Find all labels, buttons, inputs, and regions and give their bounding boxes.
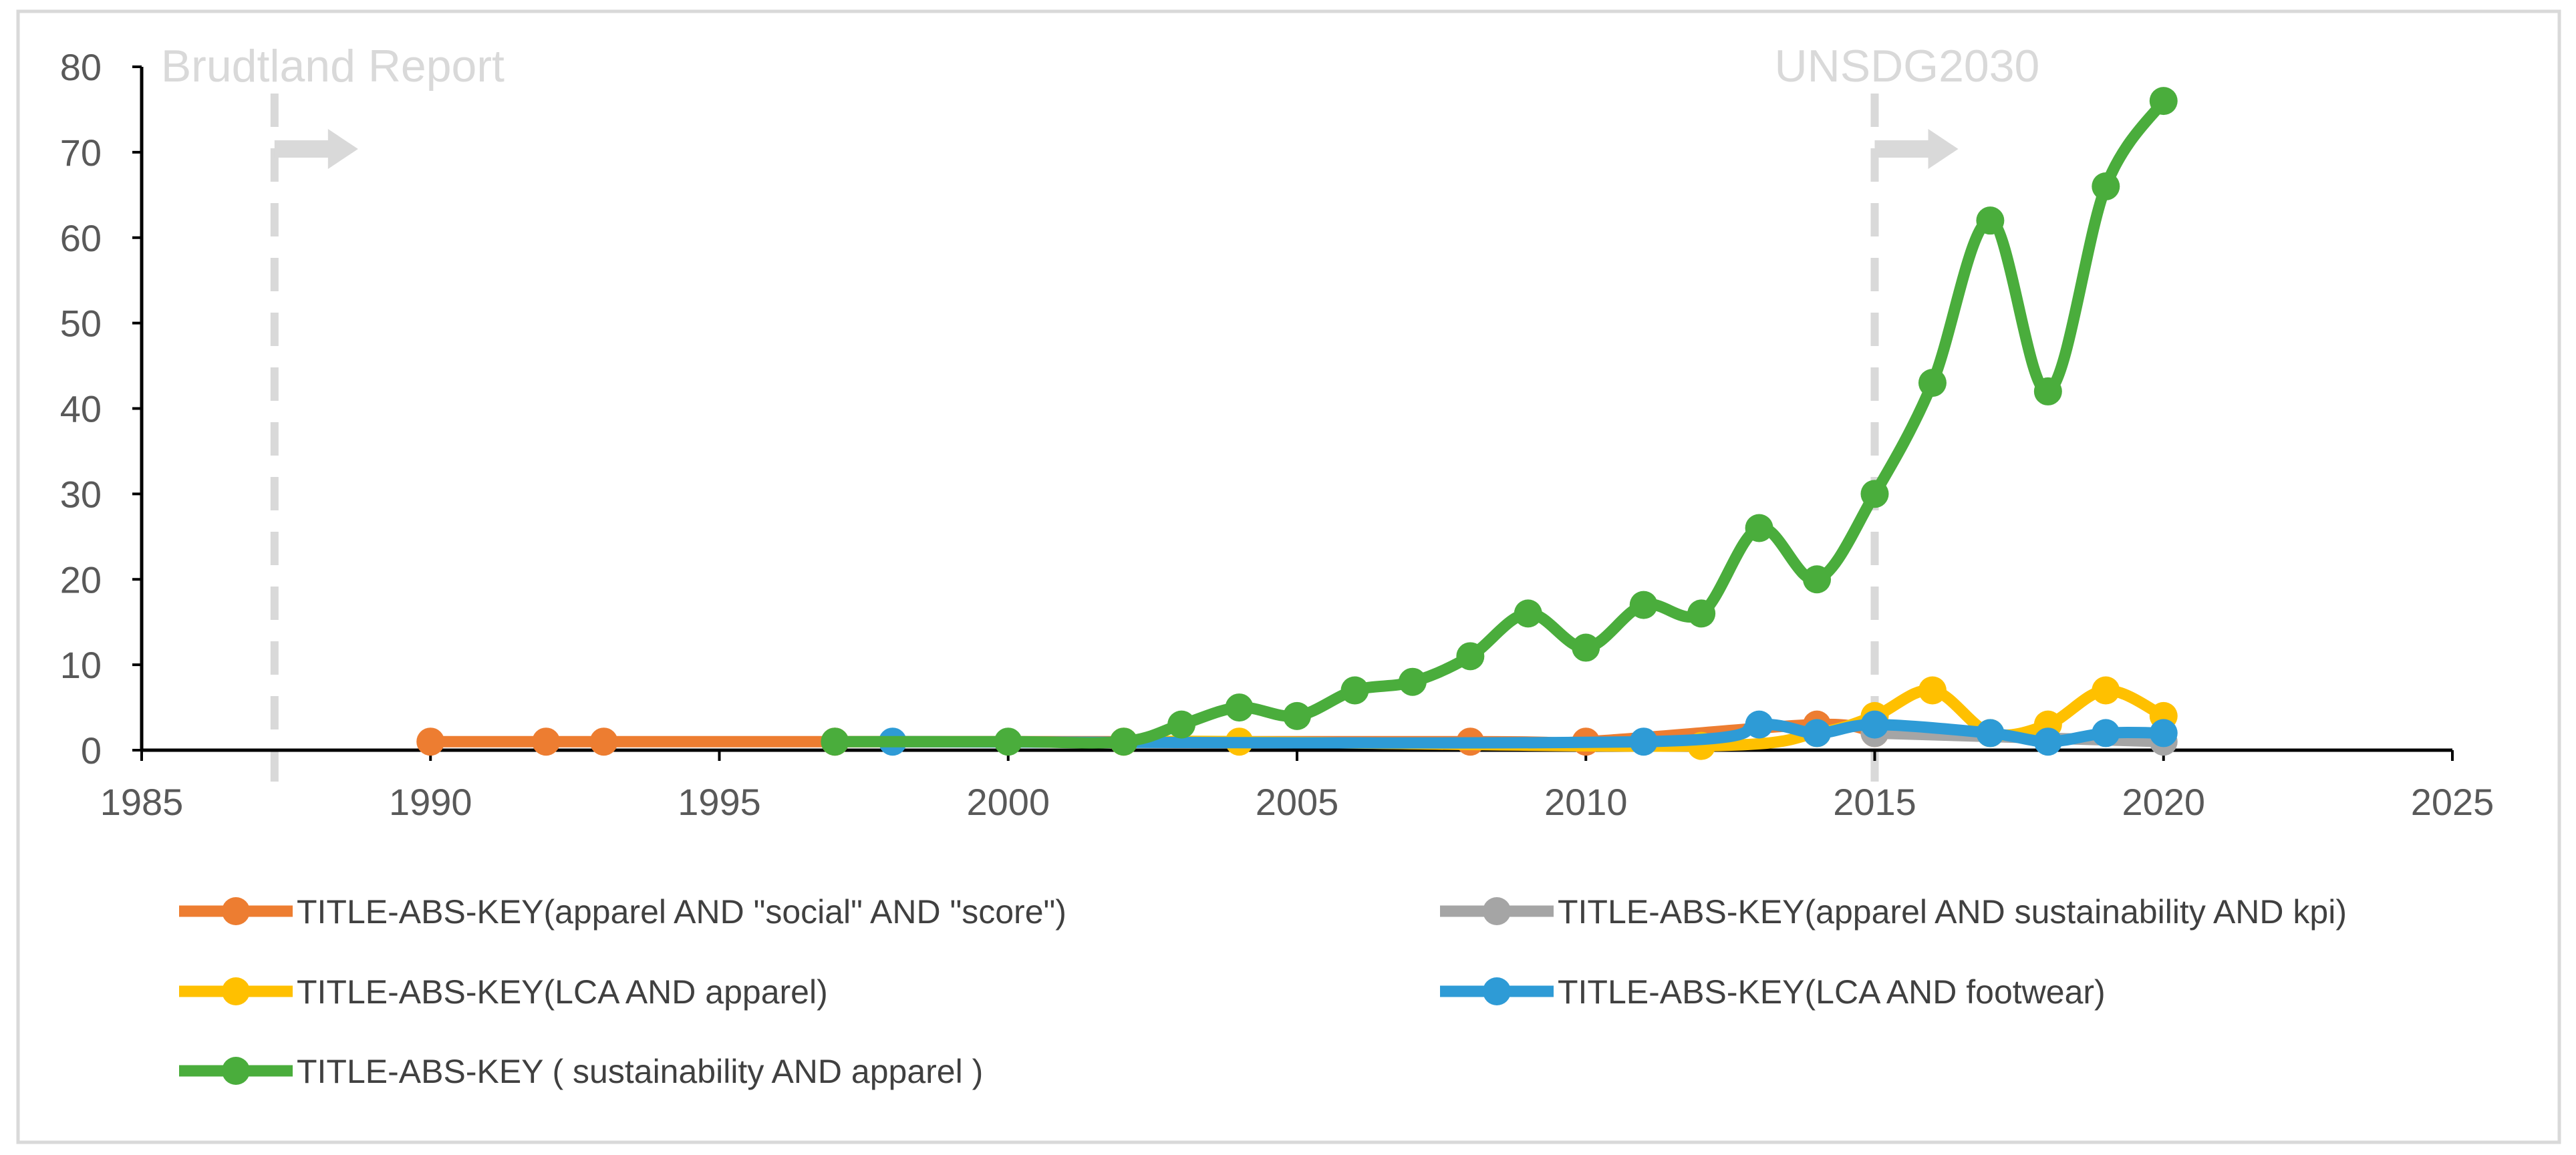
y-tick-label: 50 [60, 303, 102, 345]
x-tick-label: 2015 [1833, 781, 1916, 823]
y-tick-label: 80 [60, 46, 102, 88]
series-3-point [2092, 719, 2120, 748]
y-tick-label: 30 [60, 473, 102, 515]
y-tick-label: 0 [81, 729, 102, 772]
legend-item-4[interactable]: TITLE-ABS-KEY ( sustainability AND appar… [179, 1053, 983, 1090]
series-3-point [2033, 727, 2062, 756]
legend-item-2[interactable]: TITLE-ABS-KEY(LCA AND apparel) [179, 973, 828, 1011]
series-4-point [2149, 87, 2178, 116]
x-tick-label: 2005 [1256, 781, 1339, 823]
series-3-point [2149, 719, 2178, 748]
legend-swatch-marker [1483, 977, 1511, 1005]
chart-border [16, 9, 2561, 1144]
annotation-layer: Brudtland Report UNSDG2030 [161, 41, 2040, 782]
series-4-point [1167, 710, 1196, 739]
annotation-0-arrow-icon [274, 129, 358, 169]
legend-label: TITLE-ABS-KEY(apparel AND "social" AND "… [297, 893, 1066, 931]
x-tick-label: 1985 [100, 781, 184, 823]
series-4-point [1398, 667, 1427, 696]
y-tick-label: 10 [60, 644, 102, 686]
series-4-point [1918, 369, 1947, 397]
legend-label: TITLE-ABS-KEY(LCA AND footwear) [1558, 973, 2106, 1011]
legend-swatch-marker [222, 897, 250, 925]
series-4-point [1283, 701, 1311, 730]
annotation-0-label: Brudtland Report [161, 41, 505, 92]
legend-swatch-marker [222, 1057, 250, 1085]
series-4-point [1225, 693, 1254, 722]
series-4-point [821, 727, 849, 756]
series-4 [821, 87, 2178, 756]
x-tick-label: 2025 [2411, 781, 2494, 823]
x-tick-label: 2020 [2122, 781, 2205, 823]
series-4-point [1976, 206, 2005, 235]
legend-label: TITLE-ABS-KEY ( sustainability AND appar… [297, 1053, 983, 1090]
series-4-point [1803, 565, 1832, 594]
series-3-point [1860, 710, 1889, 739]
series-2-point [1918, 676, 1947, 705]
series-3-point [1745, 710, 1773, 739]
legend-item-0[interactable]: TITLE-ABS-KEY(apparel AND "social" AND "… [179, 893, 1066, 931]
series-3 [878, 710, 2178, 756]
series-0-point [416, 727, 445, 756]
series-3-point [1976, 719, 2005, 748]
series-2-point [2092, 676, 2120, 705]
series-4-point [2092, 172, 2120, 201]
series-4-point [1514, 599, 1542, 628]
series-0-point [589, 727, 618, 756]
series-4-point [994, 727, 1022, 756]
x-tick-label: 2010 [1544, 781, 1628, 823]
series-layer [416, 87, 2178, 760]
legend-swatch-marker [222, 977, 250, 1005]
legend-swatch-marker [1483, 897, 1511, 925]
annotation-1-label: UNSDG2030 [1775, 41, 2040, 92]
series-4-point [1340, 676, 1369, 705]
series-0-point [532, 727, 561, 756]
legend-label: TITLE-ABS-KEY(apparel AND sustainability… [1558, 893, 2347, 931]
x-tick-label: 2000 [966, 781, 1050, 823]
legend: TITLE-ABS-KEY(apparel AND "social" AND "… [179, 893, 2347, 1090]
x-tick-label: 1990 [389, 781, 472, 823]
y-tick-label: 60 [60, 217, 102, 259]
series-4-point [1629, 591, 1658, 619]
series-4-point [1109, 727, 1138, 756]
series-4-point [1687, 599, 1716, 628]
series-4-point [1456, 642, 1485, 671]
x-tick-label: 1995 [678, 781, 761, 823]
y-tick-label: 20 [60, 558, 102, 601]
annotation-1-arrow-icon [1874, 129, 1959, 169]
series-4-point [1860, 480, 1889, 508]
series-4-point [2033, 377, 2062, 405]
series-3-point [1629, 727, 1658, 756]
legend-item-3[interactable]: TITLE-ABS-KEY(LCA AND footwear) [1440, 973, 2106, 1011]
y-tick-label: 70 [60, 132, 102, 174]
legend-item-1[interactable]: TITLE-ABS-KEY(apparel AND sustainability… [1440, 893, 2347, 931]
axes: 0 10 20 30 40 50 60 70 80 1985 1990 1995 2000 2005 201… [60, 46, 2494, 823]
series-4-point [1745, 514, 1773, 542]
legend-label: TITLE-ABS-KEY(LCA AND apparel) [297, 973, 828, 1011]
series-4-point [1572, 633, 1600, 662]
series-3-point [1803, 719, 1832, 748]
y-tick-label: 40 [60, 388, 102, 430]
